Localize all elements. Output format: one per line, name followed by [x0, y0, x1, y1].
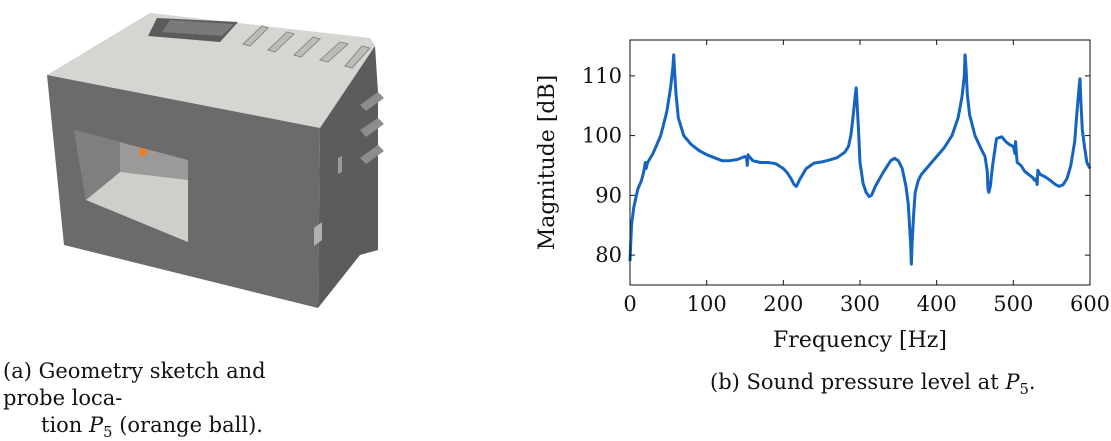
caption-a-line2-suffix: (orange ball). — [119, 413, 263, 437]
x-tick-label: 500 — [993, 292, 1033, 316]
caption-a-probe-symbol: P — [89, 413, 104, 437]
y-tick-label: 100 — [582, 124, 622, 148]
caption-b-end: . — [1028, 370, 1036, 394]
front-window-wall — [74, 130, 120, 200]
x-tick-label: 600 — [1070, 292, 1110, 316]
side-fins — [360, 92, 384, 164]
caption-b: (b) Sound pressure level at P5. — [710, 369, 1036, 399]
caption-b-text: Sound pressure level at — [746, 370, 999, 394]
chart-ticks: 0 100 200 300 400 500 600 80 90 100 110 — [582, 40, 1110, 316]
caption-b-probe-sub: 5 — [1019, 381, 1029, 399]
top-opening-floor — [162, 20, 234, 36]
x-tick-label: 200 — [763, 292, 803, 316]
box-right-face — [318, 46, 378, 308]
caption-b-probe-symbol: P — [1005, 370, 1020, 394]
y-axis-label: Magnitude [dB] — [535, 75, 560, 250]
y-tick-label: 80 — [595, 243, 622, 267]
geometry-sketch — [47, 13, 384, 308]
side-opening-small — [338, 156, 342, 174]
x-tick-label: 300 — [840, 292, 880, 316]
y-tick-label: 90 — [595, 183, 622, 207]
x-tick-label: 400 — [917, 292, 957, 316]
caption-a-line1: Geometry sketch and probe loca- — [3, 359, 266, 410]
top-fins — [242, 25, 371, 69]
side-opening-low — [314, 222, 322, 246]
y-tick-label: 110 — [582, 64, 622, 88]
box-top-face — [47, 13, 375, 128]
caption-a-line2-prefix: tion — [41, 413, 83, 437]
spl-series-line — [628, 53, 1092, 266]
probe-ball — [139, 148, 147, 156]
caption-a-probe-sub: 5 — [103, 424, 113, 441]
x-axis-label: Frequency [Hz] — [773, 328, 947, 353]
caption-a: (a) Geometry sketch and probe loca- tion… — [3, 358, 303, 441]
front-window-floor — [86, 172, 188, 242]
spl-chart: 0 100 200 300 400 500 600 80 90 100 110 Frequency … — [535, 39, 1110, 353]
x-tick-label: 100 — [687, 292, 727, 316]
x-tick-label: 0 — [623, 292, 636, 316]
caption-a-tag: (a) — [3, 359, 32, 383]
caption-b-tag: (b) — [710, 370, 740, 394]
